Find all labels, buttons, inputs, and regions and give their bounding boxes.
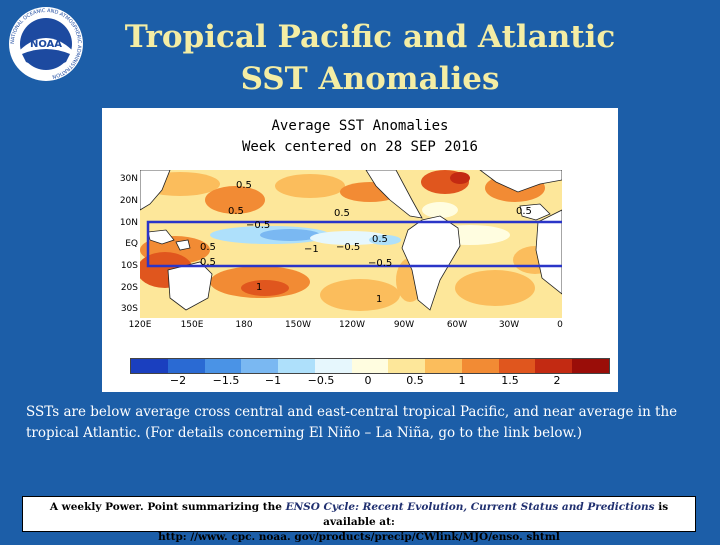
- contour-label: −1: [304, 244, 319, 255]
- map-subtitle: Week centered on 28 SEP 2016: [241, 139, 478, 155]
- logo-text: NOAA: [30, 39, 62, 50]
- colorbar-label: 2: [553, 374, 561, 387]
- lon-label: 150E: [180, 320, 204, 330]
- colorbar-label: 0.5: [406, 374, 424, 387]
- contour-label: 0.5: [228, 206, 244, 217]
- colorbar-label: 0: [364, 374, 372, 387]
- colorbar-label: −1: [264, 374, 282, 387]
- lat-label: 30S: [120, 304, 138, 314]
- colorbar-swatch: [204, 359, 242, 373]
- footer-pre: A weekly Power. Point summarizing the: [49, 501, 286, 513]
- colorbar-swatch: [314, 359, 352, 373]
- contour-label: 0.5: [516, 206, 532, 217]
- contour-label: 1: [256, 282, 262, 293]
- lat-label: 20N: [119, 196, 138, 206]
- colorbar-label: −2: [169, 374, 187, 387]
- lat-label: EQ: [125, 239, 138, 249]
- colorbar-label: −0.5: [307, 374, 335, 387]
- contour-label: 0.5: [372, 234, 388, 245]
- lon-label: 90W: [393, 320, 415, 330]
- map-title: Average SST Anomalies: [271, 118, 449, 134]
- lon-label: 150W: [284, 320, 312, 330]
- contour-label: 0.5: [200, 257, 216, 268]
- lon-label: 0: [557, 320, 563, 330]
- colorbar-swatch: [167, 359, 205, 373]
- colorbar-swatch: [351, 359, 389, 373]
- colorbar-swatch: [572, 359, 609, 373]
- footer-url-link[interactable]: http: //www. cpc. noaa. gov/products/pre…: [158, 531, 560, 543]
- colorbar-swatch: [131, 359, 168, 373]
- colorbar-swatch: [278, 359, 315, 373]
- lon-label: 120E: [128, 320, 152, 330]
- footer-post: is available at:: [323, 501, 669, 528]
- contour-label: 0.5: [334, 208, 350, 219]
- nino-region-box: [146, 220, 562, 268]
- colorbar-swatch: [241, 359, 279, 373]
- lon-label: 60W: [446, 320, 468, 330]
- contour-label: 1: [376, 294, 382, 305]
- lat-label: 10N: [119, 218, 138, 228]
- land-masses: [140, 170, 562, 311]
- description-text: SSTs are below average cross central and…: [26, 404, 678, 441]
- lon-label: 120W: [338, 320, 366, 330]
- lat-label: 20S: [120, 283, 138, 293]
- colorbar-swatch: [461, 359, 499, 373]
- contour-label: −0.5: [246, 220, 270, 231]
- colorbar-label: −1.5: [212, 374, 240, 387]
- lon-label: 180: [235, 320, 253, 330]
- title-line-2: SST Anomalies: [240, 61, 500, 97]
- contour-label: −0.5: [336, 242, 360, 253]
- contour-label: −0.5: [368, 258, 392, 269]
- title-line-1: Tropical Pacific and Atlantic: [124, 19, 616, 55]
- colorbar-label: 1.5: [501, 374, 519, 387]
- colorbar-label: 1: [458, 374, 466, 387]
- contour-label: 0.5: [200, 242, 216, 253]
- anomaly-fields: [140, 170, 557, 311]
- colorbar-swatch: [425, 359, 462, 373]
- colorbar: [130, 358, 610, 374]
- lat-label: 30N: [119, 174, 138, 184]
- colorbar-swatch: [535, 359, 573, 373]
- colorbar-swatch: [388, 359, 426, 373]
- lon-label: 30W: [498, 320, 520, 330]
- lat-label: 10S: [120, 261, 138, 271]
- page-title: Tropical Pacific and Atlantic SST Anomal…: [100, 16, 640, 100]
- contour-label: 0.5: [236, 180, 252, 191]
- colorbar-swatch: [498, 359, 536, 373]
- footer-italic: ENSO Cycle: Recent Evolution, Current St…: [285, 501, 655, 513]
- footer-note: A weekly Power. Point summarizing the EN…: [22, 496, 696, 543]
- sst-map-panel: Average SST Anomalies Week centered on 2…: [102, 108, 618, 392]
- noaa-logo: NOAA NATIONAL OCEANIC AND ATMOSPHERIC AD…: [9, 7, 83, 81]
